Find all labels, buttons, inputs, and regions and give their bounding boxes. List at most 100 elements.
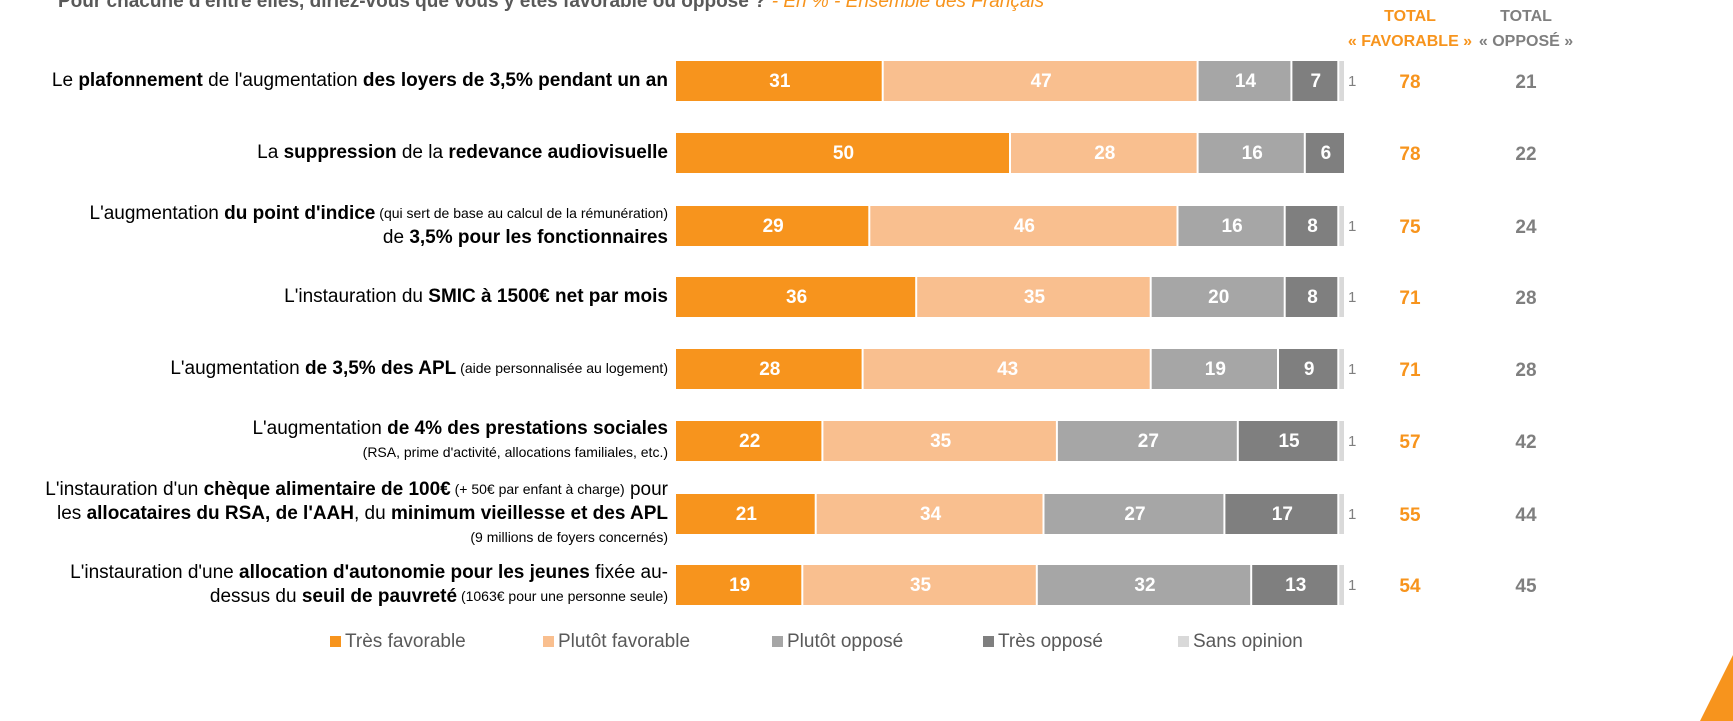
total-value: 22 <box>1515 144 1536 165</box>
value-label: 17 <box>1272 504 1293 525</box>
value-label: 16 <box>1222 216 1243 237</box>
label-run: (RSA, prime d'activité, allocations fami… <box>363 444 668 460</box>
bar-segment <box>1305 133 1344 173</box>
value-label: 35 <box>910 575 932 596</box>
legend-swatch <box>983 636 994 647</box>
bar-segment <box>676 133 1009 173</box>
bar-segment <box>1339 494 1344 534</box>
value-label: 35 <box>1024 287 1046 308</box>
total-value: 45 <box>1515 576 1537 597</box>
bar-segment <box>1151 349 1277 389</box>
total-value: 42 <box>1515 432 1536 453</box>
label-run: les <box>57 503 87 524</box>
value-label: 43 <box>997 359 1018 380</box>
bar-segment <box>803 565 1036 605</box>
category-label: (9 millions de foyers concernés) <box>470 529 668 545</box>
legend-swatch <box>1178 636 1189 647</box>
bar-segment <box>883 61 1197 101</box>
chart-title: Pour chacune d'entre elles, diriez-vous … <box>58 0 1045 12</box>
value-label: 19 <box>729 575 750 596</box>
label-run: (+ 50€ par enfant à charge) <box>451 481 625 497</box>
label-run: L'augmentation <box>90 203 225 224</box>
category-label: La suppression de la redevance audiovisu… <box>257 142 668 163</box>
value-label: 21 <box>736 504 758 525</box>
total-value: 44 <box>1515 505 1537 526</box>
total-value: 57 <box>1399 432 1420 453</box>
label-run: pour <box>625 479 669 500</box>
value-label: 6 <box>1321 143 1332 164</box>
value-label: 7 <box>1311 71 1322 92</box>
value-label: 16 <box>1242 143 1263 164</box>
bar-segment <box>1151 277 1284 317</box>
bar-segment <box>1057 421 1237 461</box>
value-label: 1 <box>1348 361 1356 378</box>
value-label: 28 <box>1094 143 1115 164</box>
category-label: de 3,5% pour les fonctionnaires <box>383 227 668 248</box>
label-run: dessus du <box>210 586 302 607</box>
category-label: L'augmentation du point d'indice (qui se… <box>90 203 668 224</box>
bar-segment <box>676 206 869 246</box>
bar-segment <box>1292 61 1338 101</box>
label-run: du point d'indice <box>224 203 375 224</box>
legend-label: Très favorable <box>345 631 466 652</box>
bar-segment <box>816 494 1043 534</box>
label-run: de <box>383 227 409 248</box>
value-label: 20 <box>1208 287 1229 308</box>
bar-segment <box>1279 349 1338 389</box>
bar-segment <box>870 206 1177 246</box>
label-run: de la <box>397 142 449 163</box>
bar-segment <box>1285 206 1338 246</box>
value-label: 34 <box>920 504 942 525</box>
bar-segment <box>863 349 1150 389</box>
total-value: 28 <box>1515 288 1536 309</box>
bar-segment <box>1011 133 1197 173</box>
bar-segment <box>1339 565 1344 605</box>
legend-swatch <box>330 636 341 647</box>
bar-segment <box>1178 206 1284 246</box>
label-run: seuil de pauvreté <box>302 586 457 607</box>
total-value: 71 <box>1399 360 1421 381</box>
label-run: des loyers de 3,5% pendant un an <box>363 70 668 91</box>
value-label: 32 <box>1134 575 1155 596</box>
bar-segment <box>1044 494 1224 534</box>
bar-segment <box>1285 277 1338 317</box>
value-label: 47 <box>1031 71 1052 92</box>
value-label: 15 <box>1278 431 1300 452</box>
value-label: 8 <box>1307 216 1318 237</box>
label-run: L'instauration d'un <box>45 479 203 500</box>
bar-segment <box>1339 61 1344 101</box>
total-header: « FAVORABLE » <box>1348 33 1472 50</box>
value-label: 27 <box>1138 431 1159 452</box>
value-label: 1 <box>1348 289 1356 306</box>
value-label: 36 <box>786 287 807 308</box>
value-label: 22 <box>739 431 760 452</box>
title: Pour chacune d'entre elles, diriez-vous … <box>58 0 766 12</box>
bar-segment <box>676 421 822 461</box>
label-run: L'instauration d'une <box>70 562 239 583</box>
category-label: les allocataires du RSA, de l'AAH, du mi… <box>57 503 668 524</box>
category-label: L'instauration d'un chèque alimentaire d… <box>45 479 668 500</box>
total-value: 54 <box>1399 576 1421 597</box>
label-run: allocataires du RSA, de l'AAH <box>87 503 354 524</box>
value-label: 8 <box>1307 287 1318 308</box>
total-value: 78 <box>1399 72 1420 93</box>
value-label: 19 <box>1205 359 1226 380</box>
bar-segment <box>1225 494 1338 534</box>
bar-segment <box>676 61 882 101</box>
value-label: 29 <box>763 216 784 237</box>
bar-segment <box>1037 565 1251 605</box>
value-label: 35 <box>930 431 952 452</box>
label-run: minimum vieillesse et des APL <box>391 503 668 524</box>
total-value: 24 <box>1515 217 1537 238</box>
bar-segment <box>676 565 802 605</box>
label-run: L'augmentation <box>170 358 305 379</box>
category-label: L'instauration d'une allocation d'autono… <box>70 562 668 583</box>
category-label: Le plafonnement de l'augmentation des lo… <box>52 70 668 91</box>
bar-segment <box>917 277 1150 317</box>
bar-segment <box>1238 421 1338 461</box>
legend-label: Sans opinion <box>1193 631 1303 652</box>
legend-swatch <box>772 636 783 647</box>
label-run: fixée au- <box>590 562 668 583</box>
value-label: 28 <box>759 359 780 380</box>
